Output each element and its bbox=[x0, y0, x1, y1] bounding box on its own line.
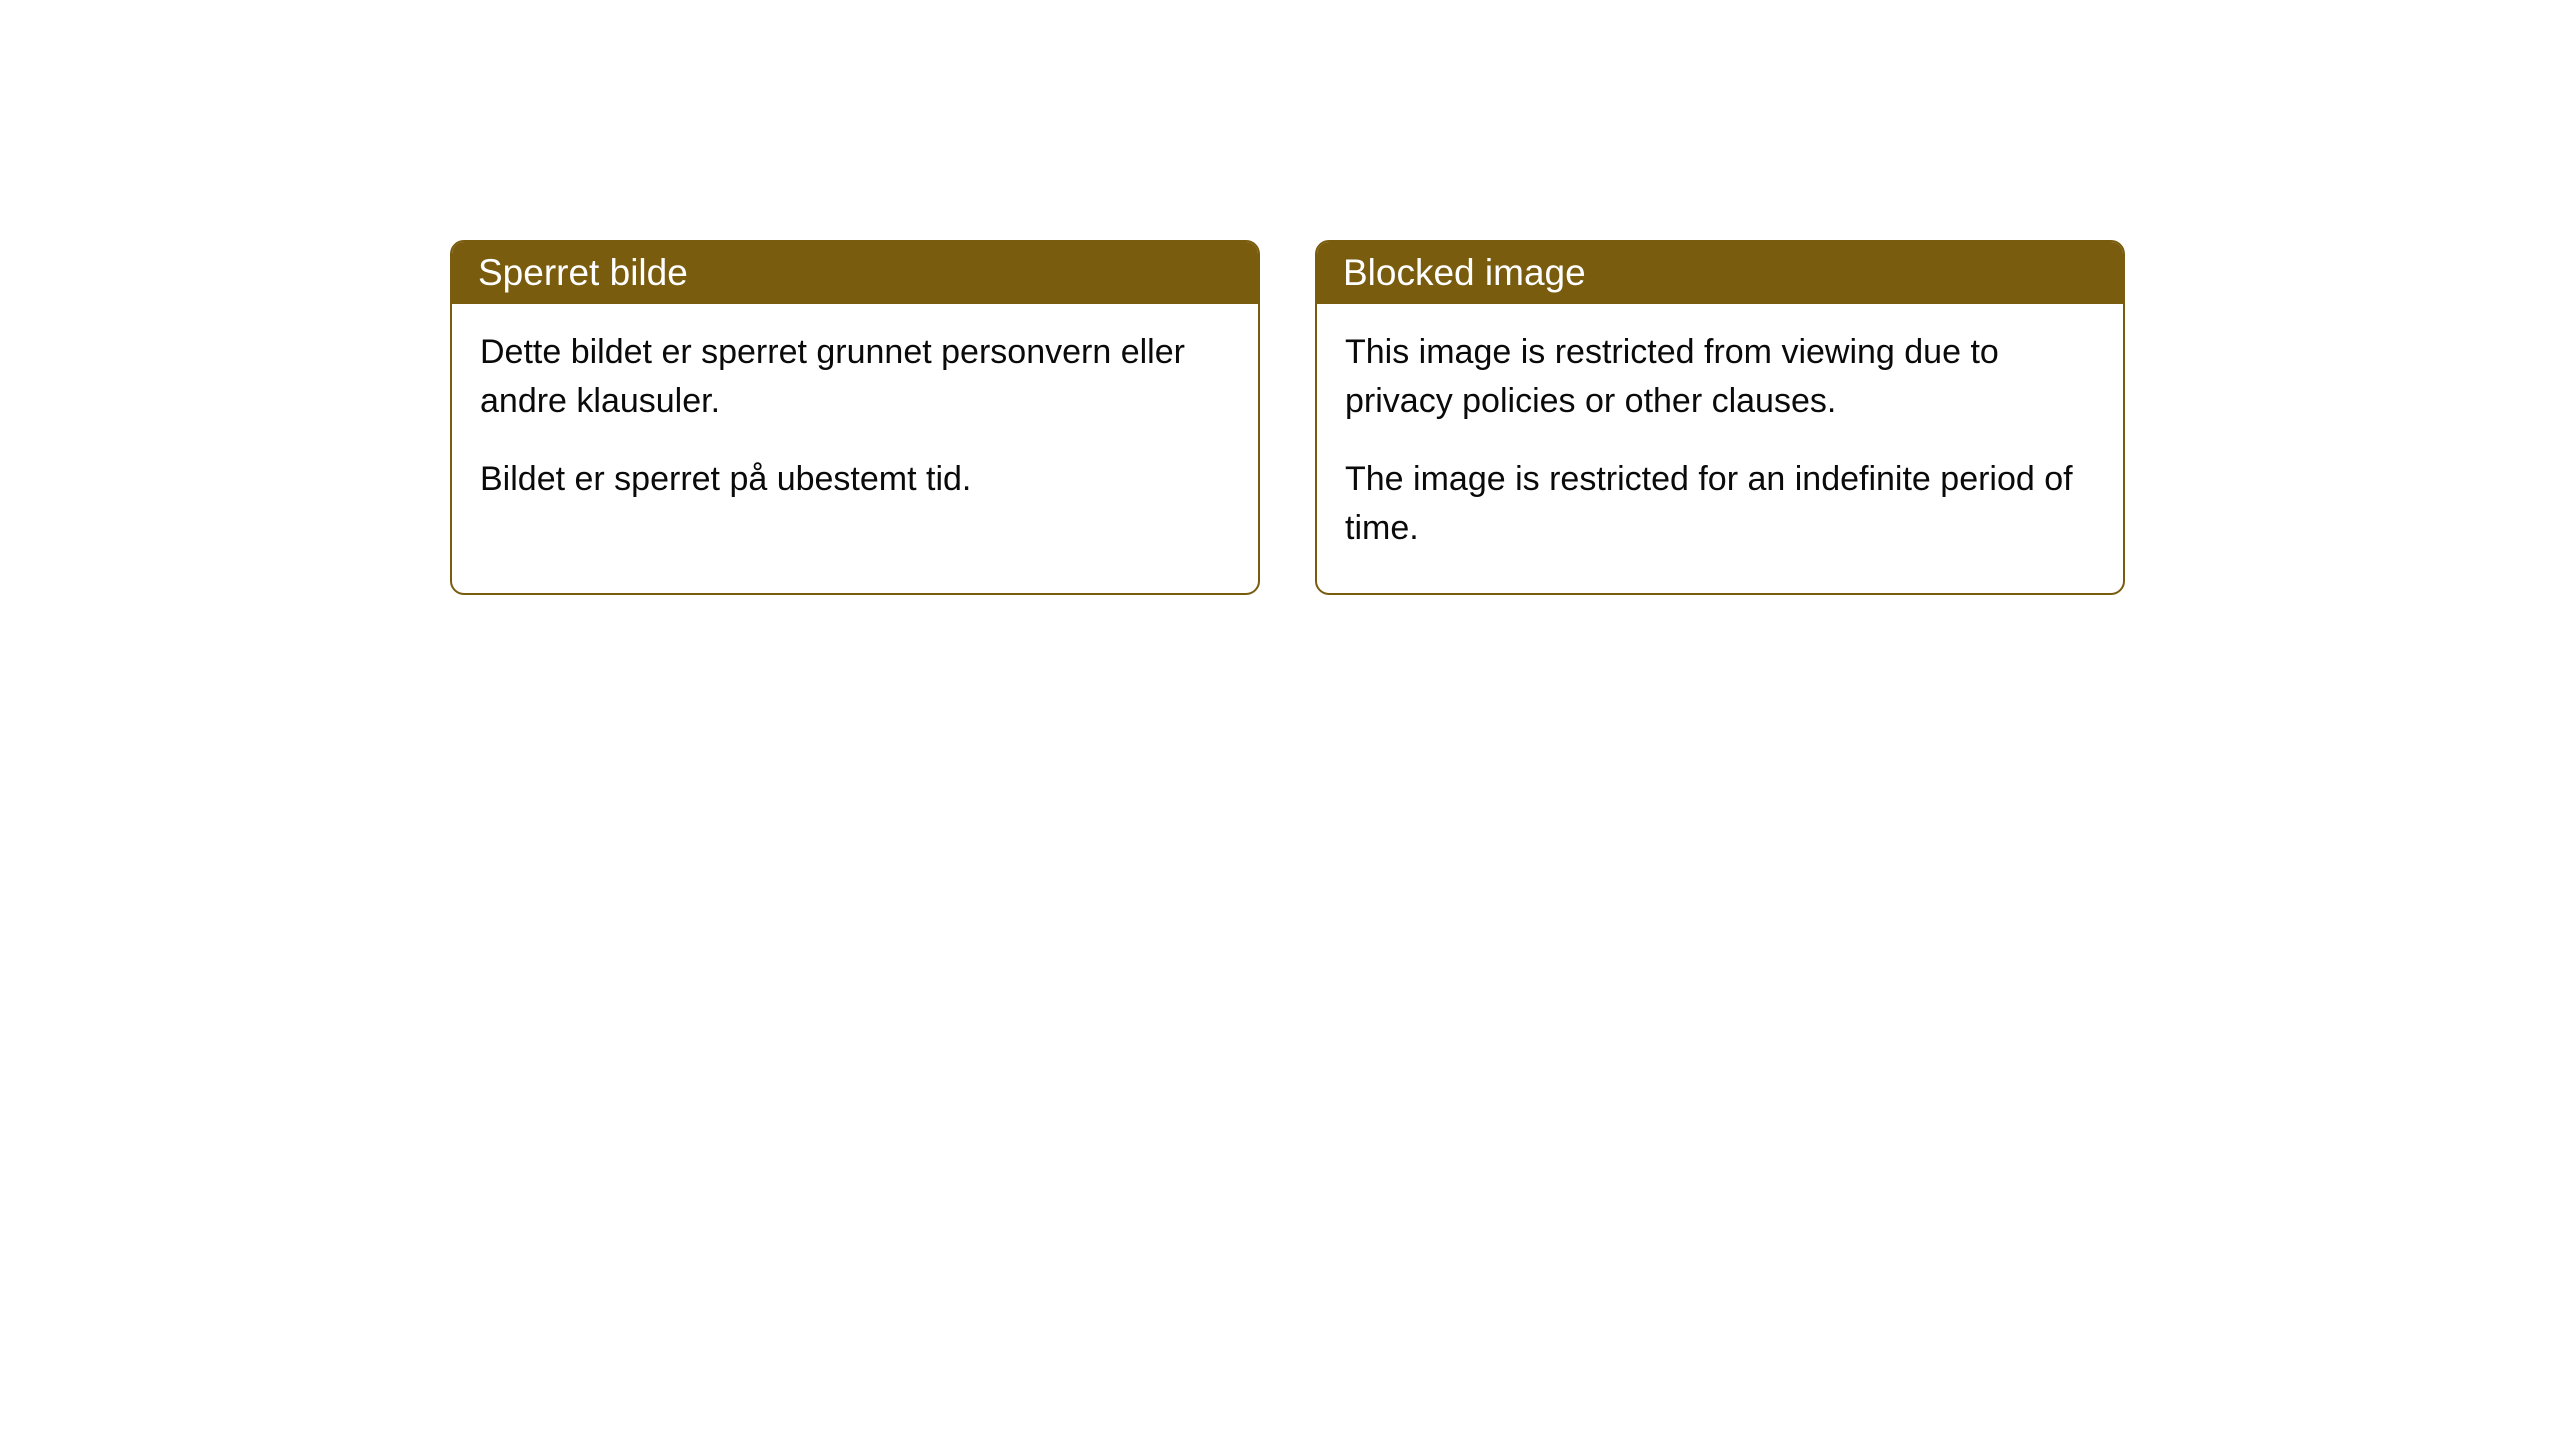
notice-cards-container: Sperret bilde Dette bildet er sperret gr… bbox=[450, 240, 2125, 595]
notice-card-header: Sperret bilde bbox=[452, 242, 1258, 304]
notice-paragraph: Dette bildet er sperret grunnet personve… bbox=[480, 328, 1230, 427]
notice-card-body: Dette bildet er sperret grunnet personve… bbox=[452, 304, 1258, 544]
notice-card-title: Blocked image bbox=[1343, 252, 1586, 293]
notice-card-norwegian: Sperret bilde Dette bildet er sperret gr… bbox=[450, 240, 1260, 595]
notice-paragraph: This image is restricted from viewing du… bbox=[1345, 328, 2095, 427]
notice-card-english: Blocked image This image is restricted f… bbox=[1315, 240, 2125, 595]
notice-card-title: Sperret bilde bbox=[478, 252, 688, 293]
notice-paragraph: The image is restricted for an indefinit… bbox=[1345, 455, 2095, 554]
notice-card-header: Blocked image bbox=[1317, 242, 2123, 304]
notice-card-body: This image is restricted from viewing du… bbox=[1317, 304, 2123, 593]
notice-paragraph: Bildet er sperret på ubestemt tid. bbox=[480, 455, 1230, 504]
